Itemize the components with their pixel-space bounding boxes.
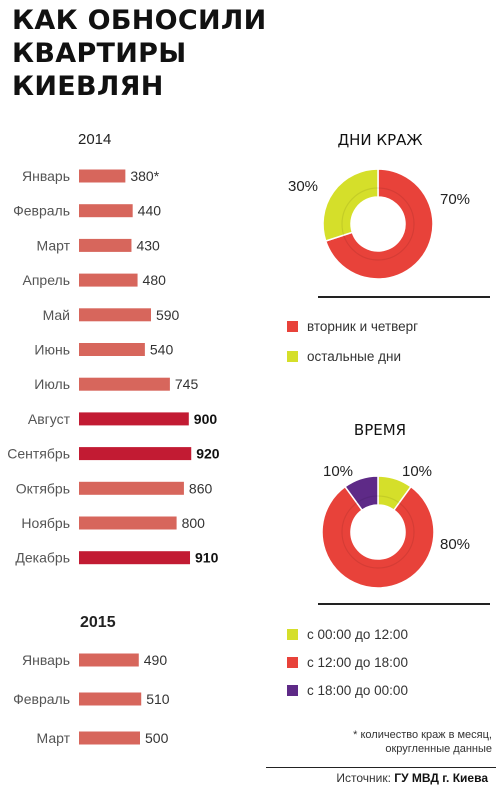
legend-item-afternoon: с 12:00 до 18:00 [287, 655, 408, 670]
bar [79, 412, 189, 426]
days-pct-tue-thu: 70% [440, 191, 471, 208]
legend-label: остальные дни [307, 349, 401, 364]
bar [79, 481, 184, 495]
bar [79, 653, 139, 667]
bar-value-label: 910 [195, 550, 219, 566]
source-divider [266, 767, 496, 768]
month-label: Октябрь [16, 480, 70, 496]
time-pct-afternoon: 80% [440, 536, 471, 553]
headline-line-1: КАК ОБНОСИЛИ [12, 5, 267, 36]
days-chart-title: ДНИ КРАЖ [337, 131, 423, 149]
legend-label: с 12:00 до 18:00 [307, 655, 408, 670]
bar-value-label: 920 [196, 446, 220, 462]
bar-value-label: 900 [194, 411, 218, 427]
bar [79, 238, 132, 252]
legend-label: вторник и четверг [307, 319, 419, 334]
bar [79, 308, 151, 322]
month-label: Март [37, 730, 71, 746]
legend-swatch-yellow [287, 351, 298, 362]
donut-slice [344, 475, 379, 512]
bar [79, 516, 177, 530]
time-pct-evening: 10% [323, 463, 354, 480]
month-label: Январь [22, 168, 70, 184]
legend-swatch-red [287, 321, 298, 332]
bar-value-label: 430 [136, 237, 160, 253]
month-label: Июнь [34, 342, 70, 358]
bar [79, 273, 138, 287]
time-chart-title: ВРЕМЯ [353, 421, 407, 439]
bar-value-label: 860 [189, 480, 213, 496]
time-divider [318, 603, 490, 605]
footnote-line-1: * количество краж в месяц, [353, 729, 492, 741]
month-label: Март [37, 237, 71, 253]
bar-value-label: 490 [144, 652, 168, 668]
days-divider [318, 296, 490, 298]
footnote: * количество краж в месяц, округленные д… [353, 728, 492, 756]
bar [79, 204, 133, 218]
donut-slice [324, 168, 434, 280]
donut-inner-ring [341, 187, 415, 261]
legend-item-other-days: остальные дни [287, 349, 401, 364]
month-label: Февраль [13, 203, 70, 219]
year-2014-label: 2014 [78, 131, 112, 148]
legend-swatch-red [287, 657, 298, 668]
bar [79, 343, 145, 356]
month-label: Сентябрь [7, 446, 70, 462]
year-2015-label: 2015 [80, 614, 116, 631]
source-credit: Источник: ГУ МВД г. Киева [336, 771, 488, 785]
bar-value-label: 440 [138, 203, 162, 219]
bar-value-label: 540 [150, 342, 174, 358]
bar [79, 731, 140, 745]
month-label: Ноябрь [21, 515, 70, 531]
month-label: Август [28, 411, 71, 427]
bar-value-label: 480 [143, 272, 167, 288]
headline-line-3: КИЕВЛЯН [12, 71, 164, 102]
legend-item-morning: с 00:00 до 12:00 [287, 627, 408, 642]
legend-label: с 00:00 до 12:00 [307, 627, 408, 642]
bar [79, 377, 170, 391]
bar-value-label: 590 [156, 307, 180, 323]
donut-slice [321, 485, 435, 589]
time-pct-morning: 10% [402, 463, 433, 480]
month-label: Апрель [23, 272, 71, 288]
bar-value-label: 380* [130, 168, 159, 184]
bar-value-label: 510 [146, 691, 170, 707]
donut-inner-ring [341, 495, 415, 569]
month-label: Февраль [13, 691, 70, 707]
month-label: Июль [34, 376, 70, 392]
legend-item-evening: с 18:00 до 00:00 [287, 683, 408, 698]
headline: КАК ОБНОСИЛИ КВАРТИРЫ КИЕВЛЯН [12, 4, 312, 103]
legend-swatch-purple [287, 685, 298, 696]
source-prefix: Источник: [336, 771, 391, 785]
days-pct-other: 30% [288, 178, 319, 195]
legend-label: с 18:00 до 00:00 [307, 683, 408, 698]
bar [79, 169, 126, 183]
source-name: ГУ МВД г. Киева [394, 771, 488, 785]
month-label: Май [43, 307, 70, 323]
month-label: Декабрь [15, 550, 70, 566]
bar [79, 551, 191, 565]
legend-item-tue-thu: вторник и четверг [287, 319, 418, 334]
headline-line-2: КВАРТИРЫ [12, 38, 187, 69]
legend-swatch-yellow [287, 629, 298, 640]
bar-value-label: 800 [182, 515, 206, 531]
bar [79, 447, 192, 461]
footnote-line-2: округленные данные [385, 743, 492, 755]
donut-slice [322, 168, 379, 242]
bar-value-label: 745 [175, 376, 199, 392]
bar [79, 692, 142, 706]
bar-value-label: 500 [145, 730, 169, 746]
month-label: Январь [22, 652, 70, 668]
